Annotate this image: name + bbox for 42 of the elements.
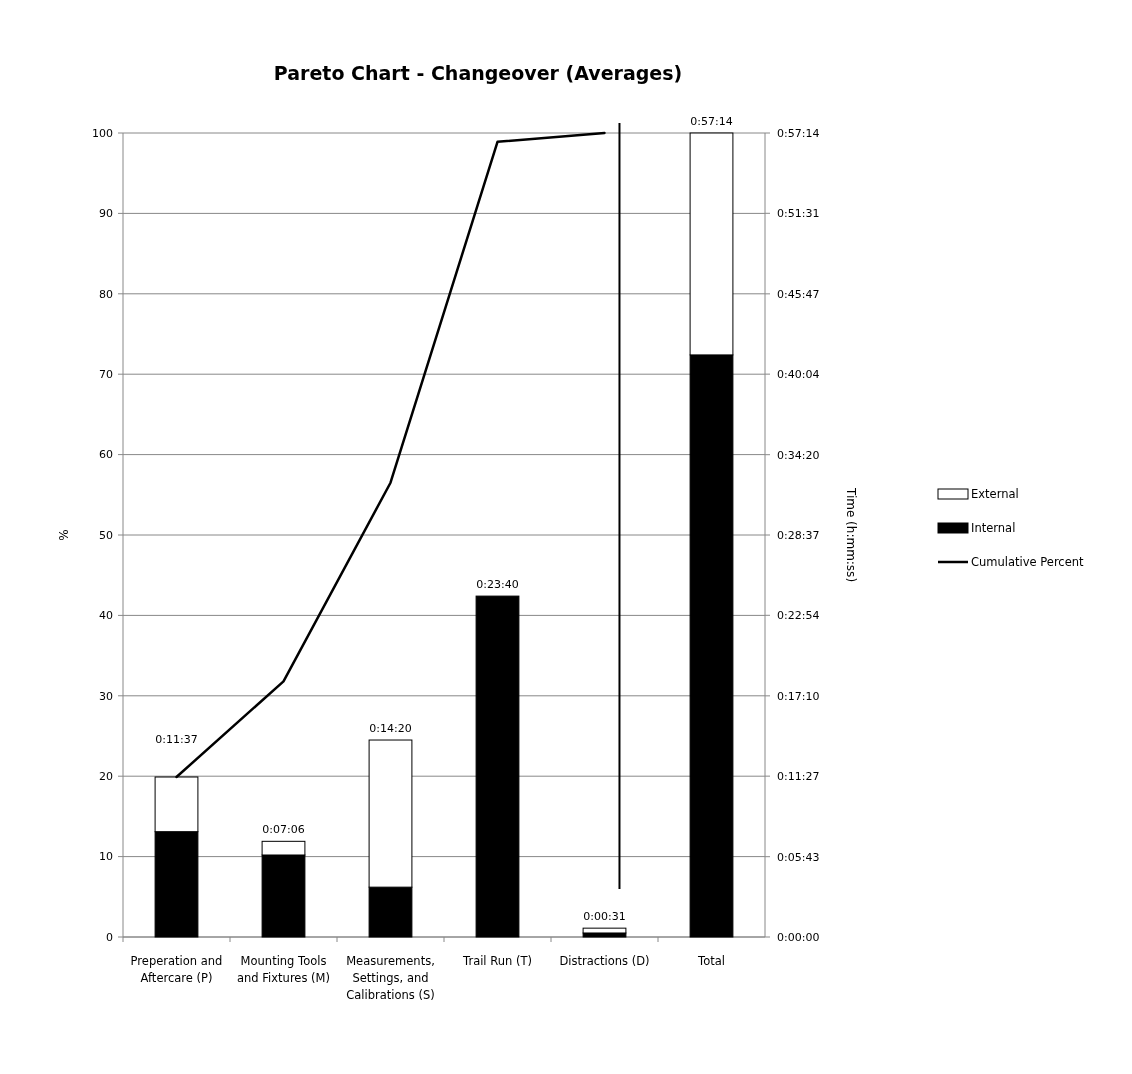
bar <box>475 595 520 938</box>
x-tick-label: Measurements, Settings, and Calibrations (S) <box>346 954 435 1002</box>
legend-label: Cumulative Percent <box>971 555 1085 570</box>
bar <box>582 927 627 934</box>
y-tick-label: 20 <box>99 770 113 784</box>
legend-label: Internal <box>971 521 1016 536</box>
annotation: 0:14:20 <box>369 722 412 736</box>
legend-label: External <box>971 487 1019 502</box>
y-tick-label: 40 <box>99 609 113 623</box>
y2-tick-label: 0:45:47 <box>777 287 820 301</box>
y-tick-label: 30 <box>99 689 113 703</box>
annotation: 0:00:31 <box>583 910 626 924</box>
y2-tick-label: 0:57:14 <box>777 126 820 140</box>
y2-tick-label: 0:40:04 <box>777 368 820 381</box>
y-tick-label: 70 <box>99 368 113 382</box>
y-tick-label: 90 <box>99 207 113 221</box>
y-tick-label: 50 <box>99 528 113 542</box>
x-tick-label: Total <box>697 954 725 968</box>
y2-tick-label: 0:34:20 <box>777 448 820 462</box>
y2-tick-label: 0:00:00 <box>777 930 820 944</box>
y2-tick-label: 0:11:27 <box>777 770 820 783</box>
chart-title: Pareto Chart - Changeover (Averages) <box>273 62 683 84</box>
y2-axis-title: Time (h:mm:ss) <box>844 486 858 583</box>
x-tick-label: Trail Run (T) <box>462 954 532 968</box>
y-tick-label: 0 <box>106 930 113 944</box>
x-tick-label: Mounting Tools and Fixtures (M) <box>237 954 330 985</box>
x-tick-label: Preperation and Aftercare (P) <box>130 954 223 985</box>
annotation: 0:57:14 <box>690 115 733 128</box>
y2-tick-label: 0:51:31 <box>777 207 820 221</box>
annotation: 0:23:40 <box>476 578 519 592</box>
y2-tick-label: 0:28:37 <box>777 528 820 542</box>
x-tick-label: Distractions (D) <box>559 954 650 968</box>
y2-tick-label: 0:05:43 <box>777 850 820 864</box>
y-axis-title: % <box>57 529 71 541</box>
annotation: 0:07:06 <box>262 823 305 837</box>
y-tick-label: 100 <box>92 126 113 140</box>
y-tick-label: 80 <box>99 287 113 301</box>
annotation: 0:11:37 <box>155 733 198 746</box>
y2-tick-label: 0:22:54 <box>777 609 820 623</box>
y2-tick-label: 0:17:10 <box>777 689 820 703</box>
y-tick-label: 60 <box>99 448 113 462</box>
y-tick-label: 10 <box>99 850 113 864</box>
